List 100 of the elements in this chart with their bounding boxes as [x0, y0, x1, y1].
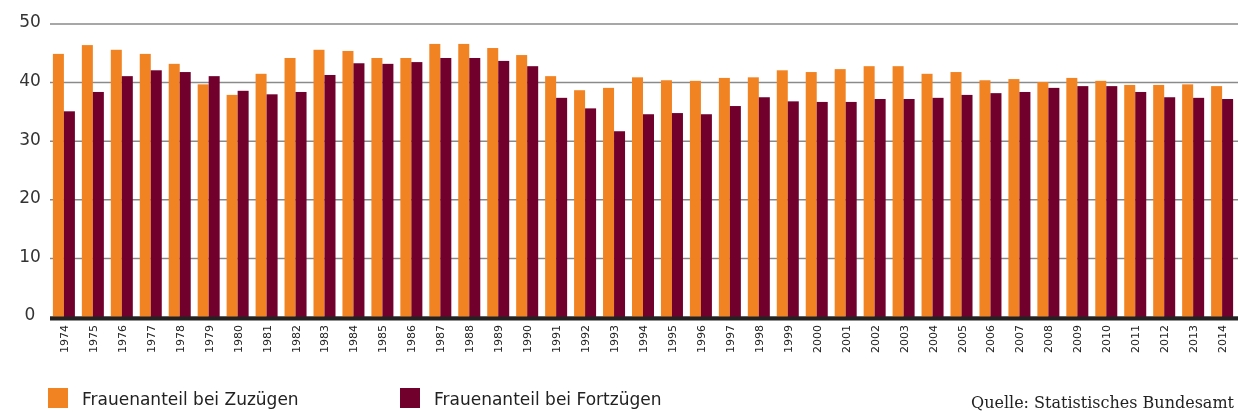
bar [1222, 99, 1234, 317]
bar [1106, 86, 1118, 317]
x-tick-label: 1997 [723, 325, 737, 353]
bar [545, 76, 557, 317]
bar [689, 80, 701, 317]
bar [527, 66, 539, 317]
bar [266, 94, 278, 317]
x-tick-label: 2008 [1042, 325, 1056, 353]
bar [671, 113, 683, 317]
x-tick-label: 1983 [318, 325, 332, 353]
bar [1066, 77, 1078, 317]
bar [1164, 97, 1176, 317]
bar [353, 63, 365, 317]
bar [469, 57, 481, 317]
x-tick-label: 1981 [260, 325, 274, 353]
bar [787, 101, 799, 317]
bar [700, 114, 712, 317]
x-tick-label: 1987 [434, 325, 448, 353]
bar [729, 106, 741, 317]
bar [498, 60, 510, 317]
bar [255, 73, 267, 317]
bar [603, 87, 615, 317]
bar [932, 97, 944, 317]
x-tick-label: 1990 [521, 325, 535, 353]
x-tick-label: 2012 [1158, 325, 1172, 353]
bar [487, 48, 499, 317]
x-tick-label: 1996 [694, 325, 708, 353]
bar [718, 77, 730, 317]
bar [1048, 87, 1060, 317]
x-tick-label: 1977 [144, 325, 158, 353]
x-tick-label: 2000 [810, 325, 824, 353]
bar [990, 93, 1002, 317]
x-tick-label: 1998 [752, 325, 766, 353]
bar [950, 72, 962, 317]
bar [197, 84, 209, 317]
bar [168, 63, 180, 317]
bar [979, 80, 991, 317]
x-tick-label: 1989 [492, 325, 506, 353]
bar [660, 80, 672, 317]
bar [429, 43, 441, 317]
bar [805, 72, 817, 317]
x-tick-label: 2005 [955, 325, 969, 353]
bar [614, 131, 626, 317]
bar [81, 45, 93, 317]
x-tick-label: 1993 [608, 325, 622, 353]
bar [400, 57, 412, 317]
bar [892, 66, 904, 317]
bar [903, 99, 915, 317]
source-note: Quelle: Statistisches Bundesamt [971, 393, 1235, 412]
x-tick-label: 1979 [202, 325, 216, 353]
bar [411, 62, 423, 317]
x-tick-label: 1999 [781, 325, 795, 353]
bar [208, 76, 220, 317]
bar [92, 91, 104, 317]
y-tick-label: 0 [24, 304, 36, 325]
bar [1124, 84, 1136, 317]
bar [1095, 80, 1107, 317]
x-tick-label: 2010 [1100, 325, 1114, 353]
bar [585, 108, 597, 317]
bar [643, 114, 654, 317]
x-tick-label: 2001 [839, 325, 853, 353]
bar [1153, 84, 1165, 317]
bar [121, 76, 133, 317]
bar [179, 72, 191, 317]
bar [342, 50, 354, 317]
bar [758, 97, 770, 317]
bar [284, 57, 296, 317]
bar [747, 77, 759, 317]
x-tick-label: 2007 [1013, 325, 1027, 353]
bar [632, 77, 643, 317]
bar [556, 97, 568, 317]
bar [845, 101, 857, 317]
bar [1037, 82, 1049, 317]
y-tick-label: 10 [19, 245, 41, 266]
bar [313, 49, 325, 317]
x-tick-label: 1992 [579, 325, 593, 353]
x-tick-label: 1994 [637, 325, 650, 353]
y-tick-label: 30 [19, 128, 41, 149]
bar [516, 55, 528, 317]
y-tick-label: 50 [19, 11, 41, 32]
x-tick-label: 1974 [57, 325, 71, 353]
bar [834, 69, 846, 317]
x-tick-label: 2011 [1129, 325, 1143, 353]
bar [52, 53, 64, 317]
bar [863, 66, 875, 317]
bar [226, 94, 238, 317]
x-tick-label: 2002 [868, 325, 882, 353]
bar [371, 57, 383, 317]
bar [1182, 84, 1194, 317]
bar [961, 94, 973, 317]
x-tick-label: 1982 [289, 325, 303, 353]
x-tick-label: 1976 [115, 325, 129, 353]
bar [440, 57, 452, 317]
x-tick-label: 2013 [1187, 325, 1201, 353]
y-tick-label: 20 [19, 187, 41, 208]
bar [458, 43, 470, 317]
bar [816, 101, 828, 317]
bar [1008, 79, 1020, 317]
x-tick-label: 1984 [347, 325, 361, 353]
bar [1019, 91, 1031, 317]
